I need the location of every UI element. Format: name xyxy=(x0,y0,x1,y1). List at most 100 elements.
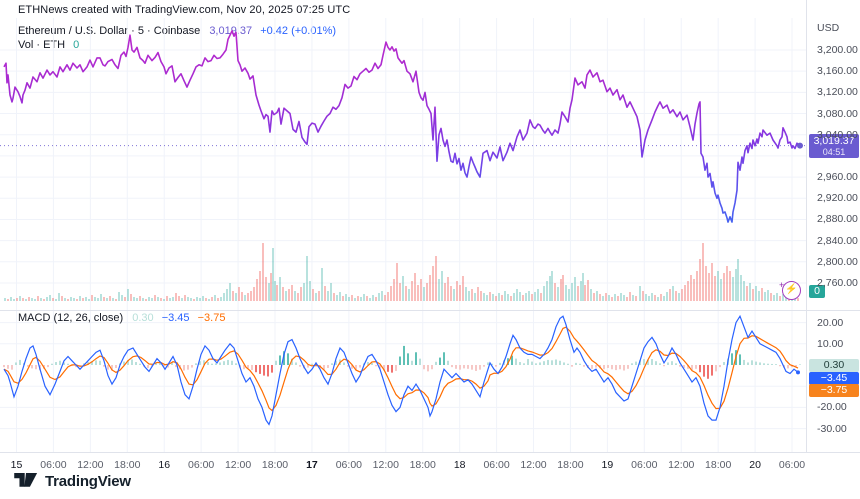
interval-value[interactable]: 5 xyxy=(137,25,144,37)
volume-bar xyxy=(37,296,39,301)
macd-hist-bar xyxy=(595,365,597,368)
volume-bar xyxy=(495,296,497,301)
volume-bar xyxy=(351,295,353,301)
time-axis-label: 18:00 xyxy=(409,459,436,471)
time-axis-date-label: 16 xyxy=(158,459,171,471)
macd-hist-bar xyxy=(667,362,669,365)
macd-hist-bar xyxy=(487,362,489,365)
volume-bar xyxy=(465,287,467,301)
volume-legend[interactable]: Vol · ETH 0 xyxy=(18,39,79,51)
volume-bar xyxy=(19,296,21,301)
volume-bar xyxy=(178,296,180,301)
volume-bar xyxy=(519,292,521,301)
macd-hist-bar xyxy=(19,359,21,365)
exchange-name[interactable]: Coinbase xyxy=(153,25,201,37)
volume-bar xyxy=(743,281,745,301)
macd-hist-bar xyxy=(251,365,253,371)
volume-axis-badge: 0 xyxy=(809,285,825,298)
time-axis-date-label: 17 xyxy=(306,459,318,471)
macd-hist-bar xyxy=(527,359,529,365)
macd-hist-bar xyxy=(403,345,405,365)
macd-hist-bar xyxy=(263,365,265,376)
macd-hist-bar xyxy=(443,352,445,365)
volume-bar xyxy=(262,243,264,301)
symbol-name[interactable]: Ethereum / U.S. Dollar xyxy=(18,25,129,37)
macd-hist-bar xyxy=(711,365,713,376)
macd-hist-bar xyxy=(583,365,585,367)
volume-bar xyxy=(602,296,604,301)
volume-bar xyxy=(250,291,252,301)
macd-hist-bar xyxy=(499,362,501,365)
volume-bar xyxy=(560,279,562,301)
macd-hist-bar xyxy=(531,361,533,365)
pane-separator[interactable] xyxy=(0,310,860,311)
volume-bar xyxy=(330,283,332,301)
currency-label: USD xyxy=(817,22,840,34)
time-axis[interactable]: 15 06:00 12:00 18:00 16 06:00 12:00 18:00 17 06:0… xyxy=(0,452,860,478)
price-chart-canvas[interactable] xyxy=(0,0,806,452)
macd-hist-bar xyxy=(479,365,481,370)
volume-bar xyxy=(190,298,192,301)
volume-bar xyxy=(773,295,775,301)
macd-hist-bar xyxy=(255,365,257,373)
volume-bar xyxy=(623,295,625,301)
volume-bar xyxy=(492,294,494,301)
volume-bar xyxy=(16,298,18,301)
volume-bar xyxy=(782,294,784,301)
macd-legend[interactable]: MACD (12, 26, close) 0.30 −3.45 −3.75 xyxy=(18,312,225,324)
volume-bar xyxy=(142,298,144,301)
volume-bar xyxy=(244,295,246,301)
macd-hist-bar xyxy=(627,365,629,369)
macd-hist-bar xyxy=(619,365,621,370)
boost-flash-button[interactable]: + ⚡ xyxy=(779,280,801,300)
volume-bar xyxy=(797,298,799,301)
volume-bar xyxy=(306,256,308,301)
symbol-legend[interactable]: Ethereum / U.S. Dollar · 5 · Coinbase 3,… xyxy=(18,25,336,37)
volume-bar xyxy=(770,293,772,301)
price-axis-label: 3,080.00 xyxy=(817,107,858,120)
macd-axis-label: -30.00 xyxy=(817,422,847,435)
price-axis-label: 2,960.00 xyxy=(817,171,858,184)
volume-bar xyxy=(528,291,530,301)
volume-bar xyxy=(693,279,695,301)
price-axis-label: 2,760.00 xyxy=(817,276,858,289)
volume-bar xyxy=(435,256,437,301)
volume-bar xyxy=(761,288,763,301)
volume-bar xyxy=(324,286,326,301)
volume-bar xyxy=(127,289,129,301)
legend-separator: · xyxy=(131,25,135,37)
macd-hist-bar xyxy=(483,365,485,367)
volume-bar xyxy=(405,286,407,301)
volume-bar xyxy=(776,293,778,301)
time-axis-label: 18:00 xyxy=(261,459,289,471)
macd-hist-bar xyxy=(31,365,33,369)
volume-bar xyxy=(265,277,267,301)
lightning-icon: ⚡ xyxy=(785,284,798,295)
time-axis-label: 12:00 xyxy=(668,459,695,471)
macd-hist-bar xyxy=(603,365,605,370)
time-axis-label: 18:00 xyxy=(705,459,732,471)
footer-branding[interactable]: TradingView xyxy=(14,473,131,490)
macd-hist-bar xyxy=(367,362,369,365)
macd-hist-bar xyxy=(643,359,645,365)
volume-bar xyxy=(25,299,27,301)
volume-bar xyxy=(64,298,66,301)
volume-bar xyxy=(571,283,573,301)
macd-hist-bar xyxy=(15,362,17,365)
volume-bar xyxy=(635,296,637,301)
volume-bar xyxy=(605,293,607,301)
volume-bar xyxy=(620,293,622,301)
macd-hist-bar xyxy=(247,365,249,369)
macd-hist-bar xyxy=(763,363,765,365)
price-axis[interactable]: USD 3,019.37 04:51 0 3,200.00 3,160.00 3,1… xyxy=(806,0,860,452)
volume-bar xyxy=(584,285,586,301)
last-price-badge: 3,019.37 04:51 xyxy=(809,133,859,159)
macd-hist-bar xyxy=(279,355,281,365)
volume-bar xyxy=(684,285,686,301)
macd-hist-bar xyxy=(439,357,441,365)
macd-hist-bar xyxy=(67,363,69,365)
volume-bar xyxy=(103,297,105,301)
volume-bar xyxy=(629,292,631,301)
volume-bar xyxy=(34,299,36,301)
macd-hist-bar xyxy=(427,365,429,372)
